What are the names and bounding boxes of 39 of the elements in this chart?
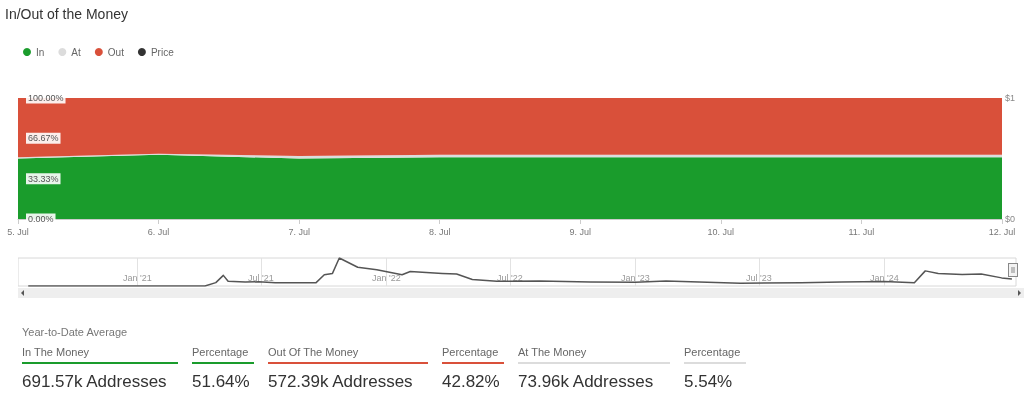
text: 691.57k Addresses <box>22 372 168 392</box>
y2-tick-label: $0 <box>1005 214 1016 224</box>
text: At The Money <box>518 346 670 364</box>
text: In The Money <box>22 346 178 364</box>
x-tick-label: Jan '22 <box>371 272 401 283</box>
x-tick-label: 5. Jul <box>7 226 29 237</box>
x-tick-label: Jul '22 <box>496 272 523 283</box>
x-tick-label: Jan '24 <box>869 272 899 283</box>
y-tick-label: 66.67% <box>28 133 59 144</box>
x-tick-label: Jul '23 <box>745 272 772 283</box>
legend-label: In <box>36 46 45 58</box>
text: 51.64% <box>192 372 251 392</box>
x-tick-label: Jan '21 <box>123 272 152 283</box>
x-tick-label: 11. Jul <box>848 226 875 237</box>
y2-tick-label: $1 <box>1005 93 1016 103</box>
x-tick-label: 9. Jul <box>569 226 592 237</box>
x-tick-label: Jul '21 <box>247 272 274 283</box>
y-tick-label: 33.33% <box>28 173 59 184</box>
text: 5.54% <box>684 372 734 392</box>
text: Percentage <box>192 346 254 364</box>
x-tick-label: 8. Jul <box>428 226 451 237</box>
x-tick-label: 10. Jul <box>707 226 735 237</box>
x-tick-label: 6. Jul <box>147 226 170 237</box>
x-tick-label: 12. Jul <box>988 226 1016 237</box>
x-tick-label: Jan '23 <box>620 272 650 283</box>
legend-label: Out <box>107 46 125 58</box>
x-tick-label: 7. Jul <box>288 226 310 237</box>
text: 42.82% <box>442 372 501 392</box>
text: Percentage <box>442 346 504 364</box>
text: 73.96k Addresses <box>518 372 655 392</box>
text: Year-to-Date Average <box>22 326 129 338</box>
text: 572.39k Addresses <box>268 372 414 392</box>
y-tick-label: 100.00% <box>28 93 64 103</box>
legend-label: At <box>71 46 82 58</box>
text: Out Of The Money <box>268 346 428 364</box>
text: Percentage <box>684 346 746 364</box>
chart-title: In/Out of the Money <box>5 6 128 22</box>
legend-label: Price <box>150 46 175 58</box>
y-tick-label: 0.00% <box>28 214 54 224</box>
